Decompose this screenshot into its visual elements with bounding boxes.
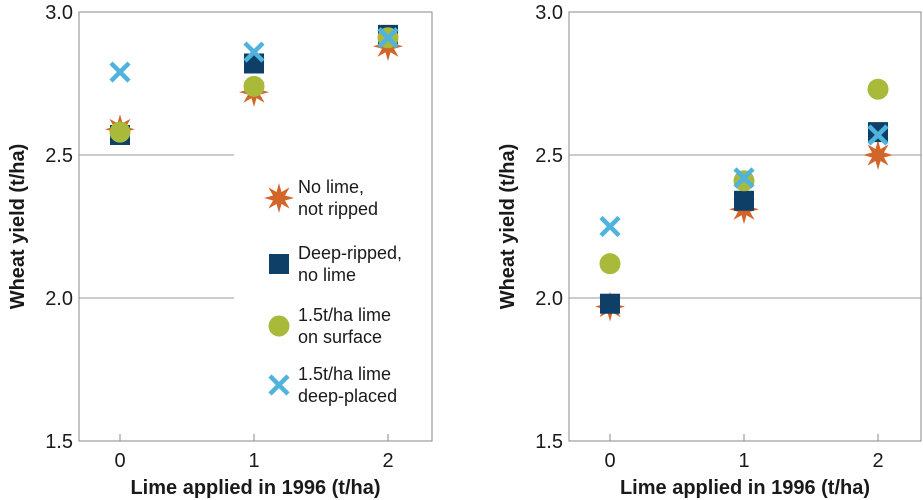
legend-marker-square (269, 254, 289, 274)
legend-label-line-1: deep-placed (298, 386, 397, 406)
legend: No lime,not ripped Deep-ripped,no lime 1.5… (264, 177, 402, 406)
point-star-2 (863, 140, 893, 170)
point-x-1-stroke-b (243, 41, 265, 63)
legend-label-line-0: Deep-ripped, (298, 243, 402, 263)
point-circle-0 (599, 253, 621, 275)
y-axis-label: Wheat yield (t/ha) (497, 144, 519, 310)
x-tick-label-1: 1 (738, 450, 749, 472)
legend-marker-circle (268, 315, 290, 337)
x-tick-label-0: 0 (604, 450, 615, 472)
point-x-1-stroke-b (733, 167, 755, 189)
x-tick-label-2: 2 (382, 450, 393, 472)
legend-label-line-1: on surface (298, 327, 382, 347)
legend-label-line-1: no lime (298, 265, 356, 285)
legend-marker-x-stroke-b (268, 374, 290, 396)
point-x-2 (867, 124, 889, 146)
y-tick-label-3: 3.0 (535, 2, 563, 24)
legend-marker-x (268, 374, 290, 396)
legend-label-line-1: not ripped (298, 199, 378, 219)
point-x-0 (599, 215, 621, 238)
y-axis-label: Wheat yield (t/ha) (7, 144, 29, 310)
point-x-2 (377, 27, 399, 49)
legend-label-line-0: 1.5t/ha lime (298, 305, 391, 325)
y-tick-label-2: 2.5 (535, 145, 563, 167)
x-tick-label-2: 2 (872, 450, 883, 472)
point-x-1 (243, 41, 265, 63)
plot-frame (568, 11, 922, 442)
legend-item-star: No lime,not ripped (264, 177, 378, 219)
point-x-2-stroke-b (867, 124, 889, 146)
series-x (599, 124, 889, 238)
point-square-1 (734, 190, 754, 211)
legend-label-line-0: 1.5t/ha lime (298, 364, 391, 384)
point-x-2-stroke-b (377, 27, 399, 49)
legend-label-line-0: No lime, (298, 177, 364, 197)
y-tick-label-0: 1.5 (535, 431, 563, 453)
series-x (109, 27, 399, 83)
point-x-0 (109, 61, 131, 83)
series-star (595, 140, 893, 322)
series-circle (109, 27, 399, 143)
point-circle-2 (867, 78, 889, 100)
y-tick-label-1: 2.0 (535, 288, 563, 310)
point-circle-0 (109, 121, 131, 143)
x-tick-label-0: 0 (114, 450, 125, 472)
legend-marker-star (264, 183, 294, 213)
point-x-0-stroke-b (109, 61, 131, 83)
x-axis-label: Lime applied in 1996 (t/ha) (620, 477, 870, 499)
y-tick-label-0: 1.5 (45, 431, 73, 453)
x-tick-label-1: 1 (248, 450, 259, 472)
legend-item-square: Deep-ripped,no lime (269, 243, 402, 285)
y-tick-label-3: 3.0 (45, 2, 73, 24)
point-x-0-stroke-b (599, 215, 621, 238)
y-tick-label-1: 2.0 (45, 288, 73, 310)
y-tick-label-2: 2.5 (45, 145, 73, 167)
x-axis-label: Lime applied in 1996 (t/ha) (130, 477, 380, 499)
point-square-0 (600, 293, 620, 314)
plot-frame (78, 11, 433, 442)
point-circle-1 (243, 75, 265, 97)
point-x-1 (733, 167, 755, 189)
